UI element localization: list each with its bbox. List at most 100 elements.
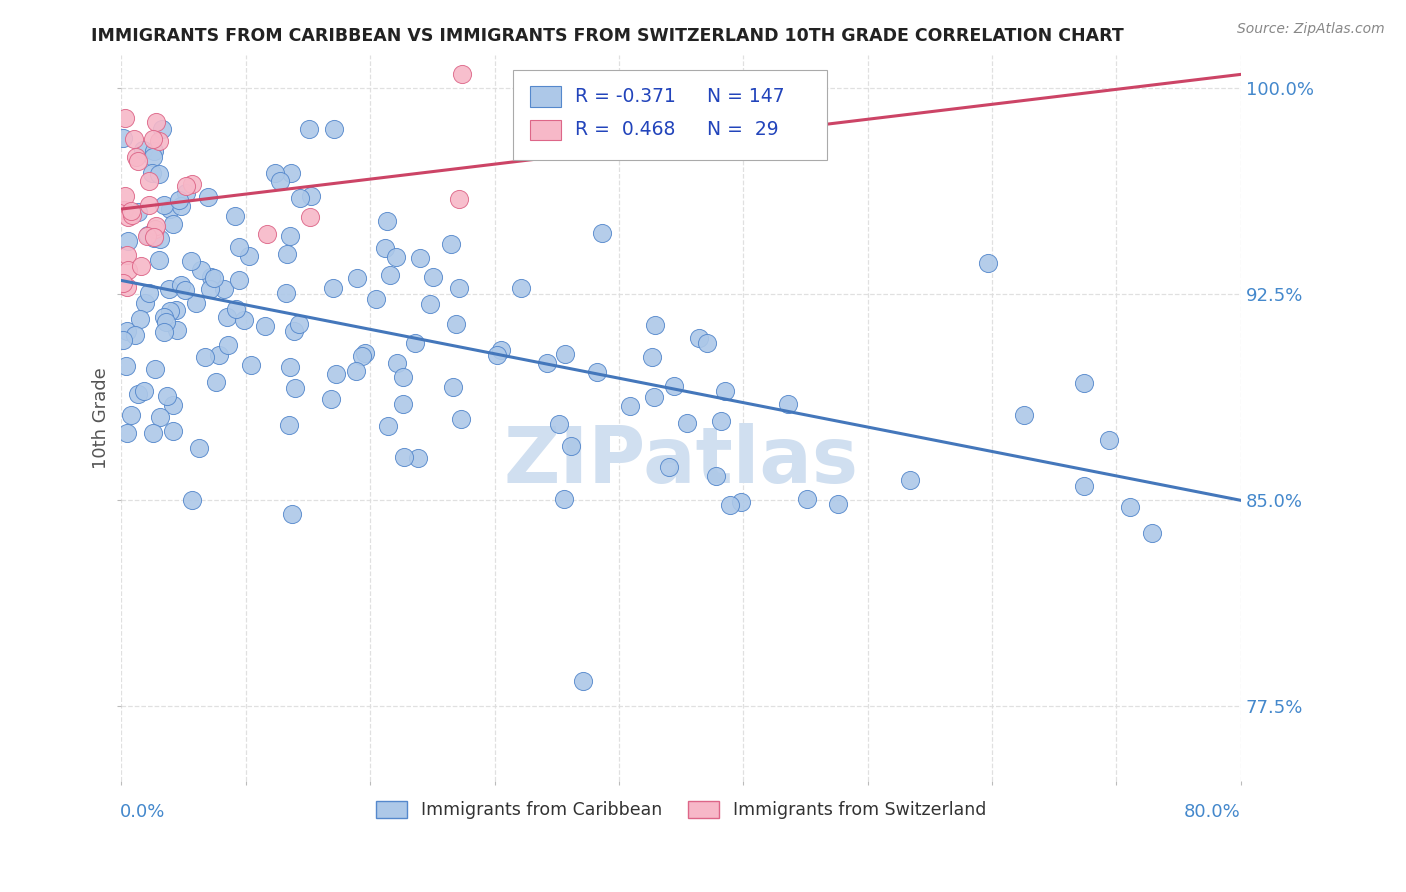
Point	[554, 346, 576, 360]
Point	[375, 214, 398, 228]
Point	[115, 248, 138, 262]
Point	[704, 469, 727, 483]
Point	[228, 240, 250, 254]
Point	[117, 234, 139, 248]
Point	[111, 333, 134, 347]
Text: N = 147: N = 147	[707, 87, 785, 106]
Point	[145, 219, 167, 233]
Point	[169, 193, 191, 207]
Point	[127, 153, 149, 168]
Point	[380, 268, 402, 282]
Point	[489, 343, 512, 358]
Point	[278, 417, 301, 432]
Point	[298, 210, 321, 224]
Point	[287, 318, 309, 332]
Point	[447, 192, 470, 206]
Point	[142, 151, 165, 165]
Point	[145, 115, 167, 129]
Point	[115, 359, 138, 373]
Point	[384, 250, 406, 264]
Point	[132, 143, 155, 157]
Point	[132, 384, 155, 398]
Point	[127, 387, 149, 401]
Point	[591, 226, 613, 240]
Point	[153, 325, 176, 339]
Point	[165, 302, 187, 317]
Point	[143, 144, 166, 158]
Point	[374, 242, 396, 256]
Point	[115, 324, 138, 338]
Text: ZIPatlas: ZIPatlas	[503, 424, 859, 500]
Point	[321, 392, 343, 406]
Point	[269, 173, 291, 187]
Point	[643, 390, 665, 404]
Point	[676, 416, 699, 430]
Point	[1098, 434, 1121, 448]
Point	[112, 130, 135, 145]
Point	[714, 384, 737, 398]
Point	[977, 255, 1000, 269]
Point	[281, 507, 304, 521]
Point	[127, 204, 149, 219]
Point	[128, 312, 150, 326]
Point	[263, 166, 285, 180]
Point	[159, 303, 181, 318]
Point	[696, 336, 718, 351]
Point	[284, 381, 307, 395]
Point	[121, 208, 143, 222]
Point	[141, 166, 163, 180]
Point	[174, 186, 197, 201]
Point	[148, 134, 170, 148]
Point	[142, 131, 165, 145]
Point	[299, 188, 322, 202]
Point	[900, 473, 922, 487]
Point	[115, 426, 138, 441]
Point	[1140, 525, 1163, 540]
FancyBboxPatch shape	[530, 87, 561, 107]
Point	[134, 295, 156, 310]
Point	[274, 286, 297, 301]
Point	[170, 277, 193, 292]
Point	[166, 323, 188, 337]
Point	[121, 409, 143, 423]
Point	[173, 283, 195, 297]
Point	[352, 350, 374, 364]
Point	[142, 231, 165, 245]
Point	[162, 217, 184, 231]
Point	[170, 199, 193, 213]
Point	[385, 356, 408, 370]
Point	[1073, 479, 1095, 493]
Point	[485, 348, 508, 362]
Point	[283, 324, 305, 338]
Point	[394, 450, 416, 464]
Point	[586, 365, 609, 379]
Point	[212, 282, 235, 296]
Point	[200, 270, 222, 285]
Point	[256, 227, 278, 242]
Point	[152, 310, 174, 324]
Point	[644, 318, 666, 333]
Point	[560, 439, 582, 453]
Text: 0.0%: 0.0%	[120, 803, 166, 821]
Y-axis label: 10th Grade: 10th Grade	[93, 367, 110, 469]
Point	[157, 282, 180, 296]
Point	[156, 389, 179, 403]
Point	[322, 281, 344, 295]
Point	[124, 131, 146, 145]
Point	[536, 356, 558, 370]
Point	[233, 313, 256, 327]
Point	[138, 198, 160, 212]
Point	[446, 317, 468, 331]
Point	[187, 441, 209, 455]
Point	[548, 417, 571, 432]
Point	[143, 362, 166, 376]
Point	[114, 111, 136, 125]
Point	[143, 230, 166, 244]
FancyBboxPatch shape	[530, 120, 561, 140]
Point	[404, 336, 426, 351]
Point	[125, 149, 148, 163]
Point	[619, 399, 641, 413]
Point	[136, 227, 159, 242]
Point	[288, 191, 311, 205]
Point	[149, 409, 172, 424]
